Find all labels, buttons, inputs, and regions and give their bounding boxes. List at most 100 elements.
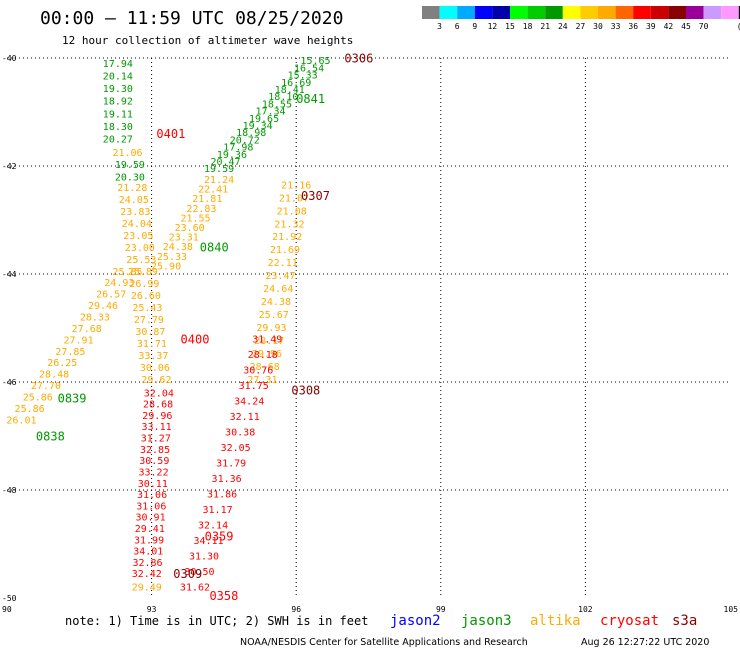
wave-height-value: 21.28 bbox=[117, 183, 147, 194]
legend-swatch bbox=[510, 6, 528, 19]
wave-height-value: 27.79 bbox=[134, 315, 164, 326]
wave-height-value: 15.33 bbox=[288, 71, 318, 82]
wave-height-value: 28.17 bbox=[254, 336, 284, 347]
wave-height-value: 23.05 bbox=[123, 231, 153, 242]
wave-height-value: 26.01 bbox=[6, 415, 36, 426]
page-subtitle: 12 hour collection of altimeter wave hei… bbox=[62, 34, 353, 47]
wave-height-value: 30.76 bbox=[243, 365, 273, 376]
wave-height-value: 30.59 bbox=[139, 456, 169, 467]
legend-tick-label: 21 bbox=[540, 22, 550, 31]
wave-height-value: 24.05 bbox=[119, 195, 149, 206]
legend-swatch bbox=[650, 6, 669, 19]
wave-height-value: 30.91 bbox=[135, 513, 165, 524]
legend-tick-label: 33 bbox=[611, 22, 621, 31]
wave-height-value: 27.85 bbox=[55, 347, 85, 358]
wave-height-value: 24.38 bbox=[163, 242, 193, 253]
legend-tick-label: 9 bbox=[472, 22, 477, 31]
lon-tick-label: 99 bbox=[436, 605, 446, 614]
wave-height-value: 18.30 bbox=[103, 122, 133, 133]
wave-height-value: 26.25 bbox=[47, 358, 77, 369]
wave-height-value: 18.10 bbox=[268, 92, 298, 103]
lat-tick-label: -48 bbox=[2, 486, 17, 495]
wave-height-value: 26.57 bbox=[96, 290, 126, 301]
pass-time-label: 0839 bbox=[58, 392, 87, 406]
legend-swatch bbox=[527, 6, 546, 19]
wave-height-value: 26.99 bbox=[129, 279, 159, 290]
wave-height-value: 29.62 bbox=[141, 375, 171, 386]
satellite-legend: jason2 jason3 altika cryosat s3a bbox=[390, 613, 697, 629]
wave-height-value: 18.98 bbox=[236, 128, 266, 139]
pass-time-label: 0307 bbox=[301, 189, 330, 203]
wave-height-value: 21.55 bbox=[180, 213, 210, 224]
wave-height-value: 20.72 bbox=[230, 135, 260, 146]
legend-tick-label: 12 bbox=[488, 22, 498, 31]
wave-height-value: 25.86 bbox=[15, 404, 45, 415]
lat-tick-label: -50 bbox=[2, 594, 17, 603]
wave-height-value: 21.81 bbox=[192, 194, 222, 205]
wave-height-value: 32.14 bbox=[198, 521, 228, 532]
wave-height-value: 21.08 bbox=[277, 206, 307, 217]
wave-height-value: 20.27 bbox=[103, 135, 133, 146]
wave-height-value: 19.11 bbox=[103, 109, 133, 120]
wave-height-value: 30.11 bbox=[138, 479, 168, 490]
legend-tick-label: (ft) bbox=[737, 22, 740, 31]
legend-tick-label: 18 bbox=[523, 22, 533, 31]
legend-swatch bbox=[668, 6, 686, 19]
wave-height-value: 32.04 bbox=[144, 388, 174, 399]
wave-height-value: 32.05 bbox=[221, 443, 251, 454]
wave-height-value: 23.47 bbox=[265, 271, 295, 282]
legend-tick-label: 70 bbox=[699, 22, 709, 31]
wave-height-value: 22.83 bbox=[186, 204, 216, 215]
wave-height-value: 29.96 bbox=[142, 411, 172, 422]
lon-tick-label: 102 bbox=[578, 605, 593, 614]
wave-height-value: 23.31 bbox=[169, 233, 199, 244]
legend-tick-label: 36 bbox=[628, 22, 638, 31]
wave-height-value: 22.41 bbox=[198, 185, 228, 196]
pass-time-label: 0840 bbox=[200, 241, 229, 255]
wave-height-value: 29.46 bbox=[88, 301, 118, 312]
wave-height-value: 21.92 bbox=[272, 232, 302, 243]
wave-height-value: 21.16 bbox=[281, 180, 311, 191]
wave-height-value: 19.36 bbox=[217, 150, 247, 161]
legend-swatch bbox=[422, 6, 440, 19]
wave-height-value: 23.00 bbox=[125, 243, 155, 254]
pass-time-label: 0401 bbox=[156, 127, 185, 141]
legend-swatch bbox=[721, 6, 739, 19]
wave-height-value: 21.24 bbox=[204, 175, 234, 186]
wave-height-value: 32.11 bbox=[230, 412, 260, 423]
wave-height-value: 22.11 bbox=[268, 258, 298, 269]
wave-height-value: 25.53 bbox=[126, 255, 156, 266]
pass-time-label: 0358 bbox=[209, 589, 238, 603]
wave-height-value: 27.70 bbox=[31, 381, 61, 392]
lat-tick-label: -44 bbox=[2, 270, 17, 279]
lon-tick-label: 93 bbox=[147, 605, 157, 614]
wave-height-value: 26.60 bbox=[131, 291, 161, 302]
wave-height-value: 21.06 bbox=[112, 148, 142, 159]
wave-height-value: 34.01 bbox=[133, 547, 163, 558]
wave-height-value: 31.49 bbox=[252, 334, 282, 345]
wave-height-value: 16.69 bbox=[281, 78, 311, 89]
legend-tick-label: 45 bbox=[681, 22, 691, 31]
wave-height-value: 29.93 bbox=[256, 323, 286, 334]
wave-height-value: 28.68 bbox=[250, 362, 280, 373]
wave-height-value: 31.17 bbox=[203, 505, 233, 516]
wave-height-value: 20.14 bbox=[103, 72, 133, 83]
wave-height-value: 25.33 bbox=[157, 252, 187, 263]
wave-height-value: 25.89 bbox=[128, 267, 158, 278]
wave-height-value: 25.85 bbox=[112, 267, 142, 278]
pass-time-label: 0838 bbox=[36, 430, 65, 444]
wave-height-value: 28.33 bbox=[80, 312, 110, 323]
lat-tick-label: -40 bbox=[2, 54, 17, 63]
wave-height-value: 24.64 bbox=[263, 284, 293, 295]
pass-time-label: 0308 bbox=[291, 384, 320, 398]
wave-height-value: 34.24 bbox=[234, 396, 264, 407]
satellite-name-s3a: s3a bbox=[672, 613, 697, 629]
wave-height-value: 23.60 bbox=[175, 223, 205, 234]
wave-height-value: 31.27 bbox=[141, 434, 171, 445]
legend-tick-label: 15 bbox=[505, 22, 515, 31]
wave-height-value: 15.65 bbox=[300, 56, 330, 67]
legend-swatch bbox=[474, 6, 493, 19]
